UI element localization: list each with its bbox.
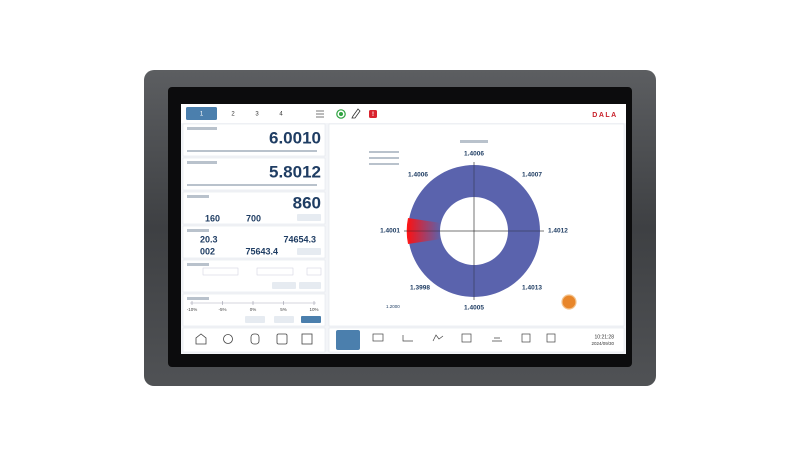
nav-item-active[interactable] <box>336 330 360 350</box>
input[interactable] <box>306 267 322 276</box>
status-ok-dot <box>339 112 343 116</box>
top-bar: 1 2 3 4 ! DALA <box>181 104 626 123</box>
grid-icon[interactable] <box>301 333 313 345</box>
slider-tick-label: 0% <box>250 307 257 312</box>
nav-icon[interactable] <box>432 334 444 342</box>
label-placeholder <box>187 127 217 130</box>
speed-b: 74654.3 <box>283 234 316 244</box>
nav-left <box>182 327 326 353</box>
slider-tick-label: -10% <box>187 307 198 312</box>
edit-icon[interactable] <box>351 108 361 119</box>
nav-icon[interactable] <box>521 333 531 343</box>
button[interactable] <box>299 282 321 289</box>
label-placeholder <box>187 150 317 152</box>
label-placeholder <box>187 195 209 198</box>
action-button[interactable] <box>297 248 321 255</box>
alarm-mark: ! <box>372 112 374 118</box>
tab[interactable]: 3 <box>255 112 259 118</box>
brand: DALA <box>592 112 617 119</box>
ring-label: 1.4012 <box>548 228 568 235</box>
ring-note: 1.2000 <box>386 304 400 309</box>
tab-active-bg <box>186 107 217 120</box>
count-value: 860 <box>293 193 321 212</box>
speed-a: 20.3 <box>200 234 218 244</box>
slider-tick-label: -5% <box>218 307 226 312</box>
info-placeholder <box>369 157 399 159</box>
inner-value: 6.0010 <box>269 128 321 147</box>
input[interactable] <box>256 267 294 276</box>
switch-icon[interactable] <box>276 333 288 345</box>
ring-label: 1.3998 <box>410 285 430 292</box>
status-ok <box>336 109 346 119</box>
top-bar-bg <box>181 104 626 123</box>
angle-indicator <box>561 294 577 310</box>
label-placeholder <box>187 161 217 164</box>
tab[interactable]: 1 <box>200 112 204 118</box>
label-placeholder <box>187 297 209 300</box>
gear-icon[interactable] <box>223 334 233 344</box>
ring-label: 1.4006 <box>408 172 428 179</box>
dropdown[interactable] <box>202 267 239 276</box>
count-b: 700 <box>246 213 261 223</box>
right-area: 1.4006 1.4006 1.4007 1.4001 1.4012 1.399… <box>328 123 625 353</box>
info-placeholder <box>369 151 399 153</box>
nav-icon[interactable] <box>546 333 556 343</box>
clock-date: 2024/09/30 <box>591 341 614 346</box>
info-placeholder <box>369 163 399 165</box>
ring-label: 1.4005 <box>464 305 484 312</box>
settings-icon[interactable] <box>316 110 324 118</box>
button[interactable] <box>245 316 265 323</box>
nav-icon[interactable] <box>461 333 472 343</box>
tab[interactable]: 4 <box>279 112 283 118</box>
tab[interactable]: 2 <box>231 112 235 118</box>
slider-ticks: -10% -5% 0% 5% 10% <box>187 301 319 312</box>
button-active[interactable] <box>301 316 321 323</box>
label-placeholder <box>187 263 209 266</box>
clock-time: 10:21:28 <box>595 334 615 340</box>
chart-title-placeholder <box>460 140 488 143</box>
count-a: 160 <box>205 213 220 223</box>
ring-label: 1.4007 <box>522 172 542 179</box>
outer-value: 5.8012 <box>269 162 321 181</box>
home-icon[interactable] <box>195 333 207 345</box>
speed-c: 002 <box>200 246 215 256</box>
ring-label: 1.4006 <box>464 151 484 158</box>
ring-label: 1.4013 <box>522 285 542 292</box>
nav-right-icons <box>372 333 556 343</box>
alarm-icon[interactable] <box>369 110 377 118</box>
slider-tick-label: 10% <box>309 307 318 312</box>
nav-icons <box>195 333 313 345</box>
button[interactable] <box>272 282 296 289</box>
nav-icon[interactable] <box>492 337 502 342</box>
speed-d: 75643.4 <box>245 246 278 256</box>
left-column: 6.0010 5.8012 860 160 700 20.3 74654.3 0… <box>182 123 326 353</box>
nav-icon[interactable] <box>372 333 384 342</box>
label-placeholder <box>187 184 317 186</box>
reset-button[interactable] <box>297 214 321 221</box>
label-placeholder <box>187 229 209 232</box>
ring-label: 1.4001 <box>380 228 400 235</box>
ring <box>407 165 540 297</box>
nav-icon[interactable] <box>402 335 413 342</box>
database-icon[interactable] <box>250 333 260 345</box>
nav-right <box>328 327 625 353</box>
slider-tick-label: 5% <box>280 307 287 312</box>
button[interactable] <box>274 316 294 323</box>
